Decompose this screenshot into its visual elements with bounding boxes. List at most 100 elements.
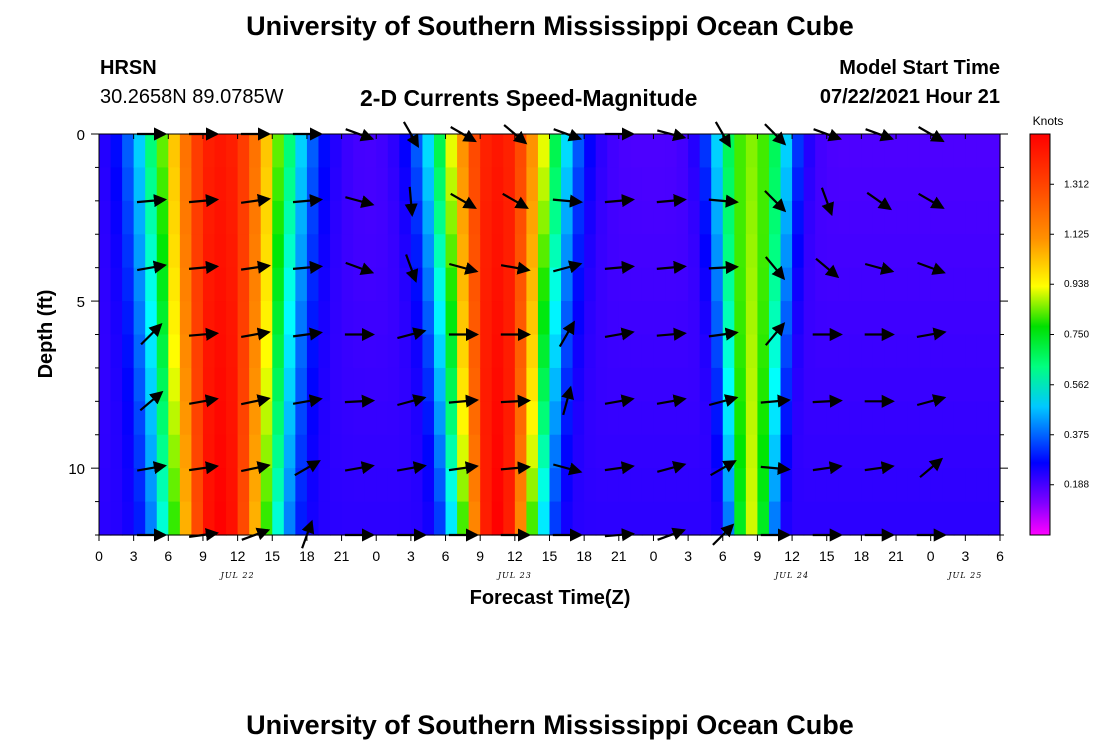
heatmap-cell bbox=[907, 267, 920, 302]
heatmap-cell bbox=[191, 334, 204, 369]
model-start-time: 07/22/2021 Hour 21 bbox=[819, 86, 1000, 108]
heatmap-cell bbox=[399, 200, 412, 235]
heatmap-cell bbox=[884, 501, 897, 536]
heatmap-cell bbox=[260, 167, 273, 202]
heatmap-cell bbox=[907, 501, 920, 536]
heatmap-cell bbox=[549, 434, 562, 469]
heatmap-cell bbox=[537, 301, 551, 336]
current-arrow bbox=[240, 394, 271, 408]
heatmap-cell bbox=[757, 434, 770, 469]
colorbar bbox=[1029, 133, 1051, 536]
heatmap-cell bbox=[815, 134, 828, 169]
heatmap-cell bbox=[768, 468, 782, 503]
x-tick-label: 6 bbox=[164, 548, 172, 564]
heatmap-cell bbox=[907, 334, 920, 369]
heatmap-cell bbox=[341, 334, 354, 369]
heatmap-cell bbox=[734, 468, 747, 503]
heatmap-cell bbox=[976, 134, 990, 169]
heatmap-cell bbox=[607, 301, 620, 336]
heatmap-cell bbox=[272, 468, 285, 503]
heatmap-cell bbox=[745, 200, 759, 235]
current-arrow bbox=[764, 190, 787, 213]
x-tick-label: 0 bbox=[95, 548, 103, 564]
heatmap-cell bbox=[433, 501, 447, 536]
heatmap-cell bbox=[214, 267, 227, 302]
heatmap-cell bbox=[110, 401, 123, 436]
current-arrow bbox=[604, 394, 635, 408]
heatmap-cell bbox=[561, 301, 574, 336]
heatmap-cell bbox=[468, 267, 481, 302]
heatmap-cell bbox=[607, 134, 620, 169]
heatmap-cell bbox=[226, 267, 239, 302]
current-arrow bbox=[760, 394, 791, 408]
heatmap-cell bbox=[376, 334, 389, 369]
heatmap-cell bbox=[249, 334, 262, 369]
heatmap-cell bbox=[295, 234, 308, 269]
heatmap-cell bbox=[433, 134, 447, 169]
heatmap-cell bbox=[711, 267, 724, 302]
heatmap-cell bbox=[572, 434, 585, 469]
heatmap-cell bbox=[595, 401, 608, 436]
current-arrow bbox=[558, 320, 575, 348]
heatmap-cell bbox=[965, 334, 978, 369]
heatmap-cell bbox=[665, 234, 678, 269]
heatmap-cell bbox=[815, 200, 828, 235]
heatmap-cell bbox=[607, 468, 620, 503]
heatmap-cell bbox=[676, 200, 689, 235]
heatmap-cell bbox=[584, 401, 597, 436]
heatmap-cell bbox=[122, 167, 135, 202]
x-tick-label: 12 bbox=[784, 548, 800, 564]
heatmap-cell bbox=[445, 200, 458, 235]
heatmap-cell bbox=[826, 234, 839, 269]
heatmap-cell bbox=[919, 301, 932, 336]
heatmap-cell bbox=[572, 134, 585, 169]
heatmap-cell bbox=[249, 301, 262, 336]
heatmap-cell bbox=[526, 267, 539, 302]
heatmap-cell bbox=[803, 200, 816, 235]
heatmap-cell bbox=[353, 334, 366, 369]
heatmap-cell bbox=[514, 234, 527, 269]
heatmap-cell bbox=[99, 200, 112, 235]
x-tick-label: 3 bbox=[684, 548, 692, 564]
colorbar-tick-label: 0.750 bbox=[1064, 330, 1089, 341]
heatmap-cell bbox=[330, 200, 343, 235]
heatmap-cell bbox=[202, 468, 216, 503]
heatmap-cell bbox=[872, 367, 886, 402]
heatmap-cell bbox=[699, 468, 712, 503]
heatmap-cell bbox=[792, 200, 805, 235]
heatmap-cell bbox=[665, 200, 678, 235]
heatmap-cell bbox=[214, 334, 227, 369]
heatmap-cell bbox=[942, 200, 955, 235]
heatmap-cell bbox=[330, 134, 343, 169]
heatmap-cell bbox=[734, 367, 747, 402]
heatmap-cell bbox=[803, 434, 816, 469]
heatmap-cell bbox=[214, 501, 227, 536]
heatmap-cell bbox=[607, 267, 620, 302]
x-tick-label: 21 bbox=[888, 548, 904, 564]
heatmap-cell bbox=[884, 267, 897, 302]
heatmap-cell bbox=[919, 501, 932, 536]
heatmap-cell bbox=[526, 234, 539, 269]
heatmap-cell bbox=[272, 167, 285, 202]
heatmap-cell bbox=[387, 367, 400, 402]
heatmap-cell bbox=[861, 167, 874, 202]
heatmap-cell bbox=[237, 234, 250, 269]
heatmap-cell bbox=[249, 234, 262, 269]
heatmap-cell bbox=[387, 334, 400, 369]
heatmap-cell bbox=[849, 468, 862, 503]
current-arrow bbox=[140, 323, 163, 346]
heatmap-cell bbox=[872, 234, 886, 269]
heatmap-cell bbox=[745, 434, 759, 469]
heatmap-cell bbox=[457, 468, 470, 503]
heatmap-cell bbox=[318, 200, 331, 235]
heatmap-cell bbox=[976, 501, 990, 536]
heatmap-cell bbox=[838, 334, 851, 369]
heatmap-cell bbox=[711, 501, 724, 536]
heatmap-cell bbox=[145, 167, 158, 202]
current-arrow bbox=[553, 462, 583, 476]
heatmap-cell bbox=[445, 401, 458, 436]
heatmap-cell bbox=[630, 200, 643, 235]
heatmap-cell bbox=[122, 334, 135, 369]
heatmap-cell bbox=[976, 234, 990, 269]
heatmap-cell bbox=[110, 234, 123, 269]
